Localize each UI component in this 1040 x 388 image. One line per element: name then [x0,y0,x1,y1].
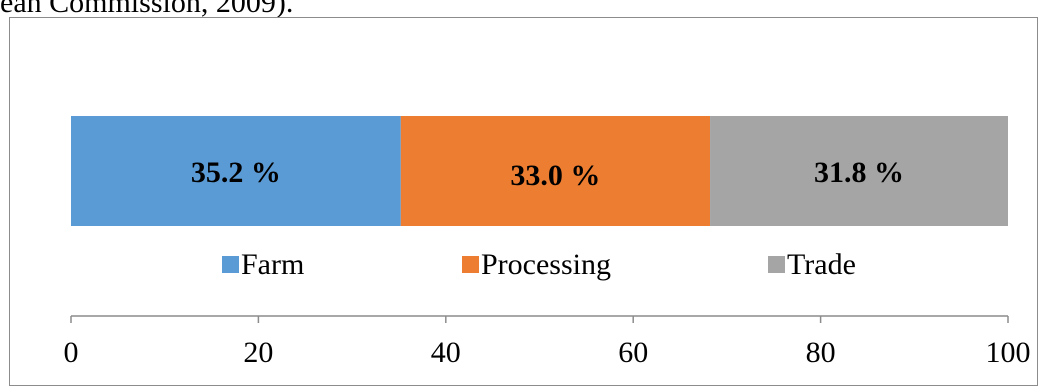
caption-fragment: ean Commission, 2009). [0,0,294,19]
bar-segment-farm [71,116,401,226]
x-tick-label-100: 100 [986,336,1031,369]
x-tick-label-0: 0 [64,336,79,369]
x-tick-label-80: 80 [806,336,836,369]
legend-label-farm: Farm [241,248,304,281]
data-label-trade: 31.8 % [814,156,904,189]
x-tick-label-60: 60 [618,336,648,369]
legend-swatch-trade [768,256,785,273]
legend-swatch-processing [462,256,479,273]
legend-label-processing: Processing [481,248,611,281]
data-label-farm: 35.2 % [191,156,281,189]
x-tick-label-20: 20 [243,336,273,369]
x-tick-label-40: 40 [431,336,461,369]
bar-segment-trade [710,116,1008,226]
legend-label-trade: Trade [787,248,856,281]
bar-segment-processing [400,116,711,226]
legend-swatch-farm [222,256,239,273]
data-label-processing: 33.0 % [510,159,600,192]
